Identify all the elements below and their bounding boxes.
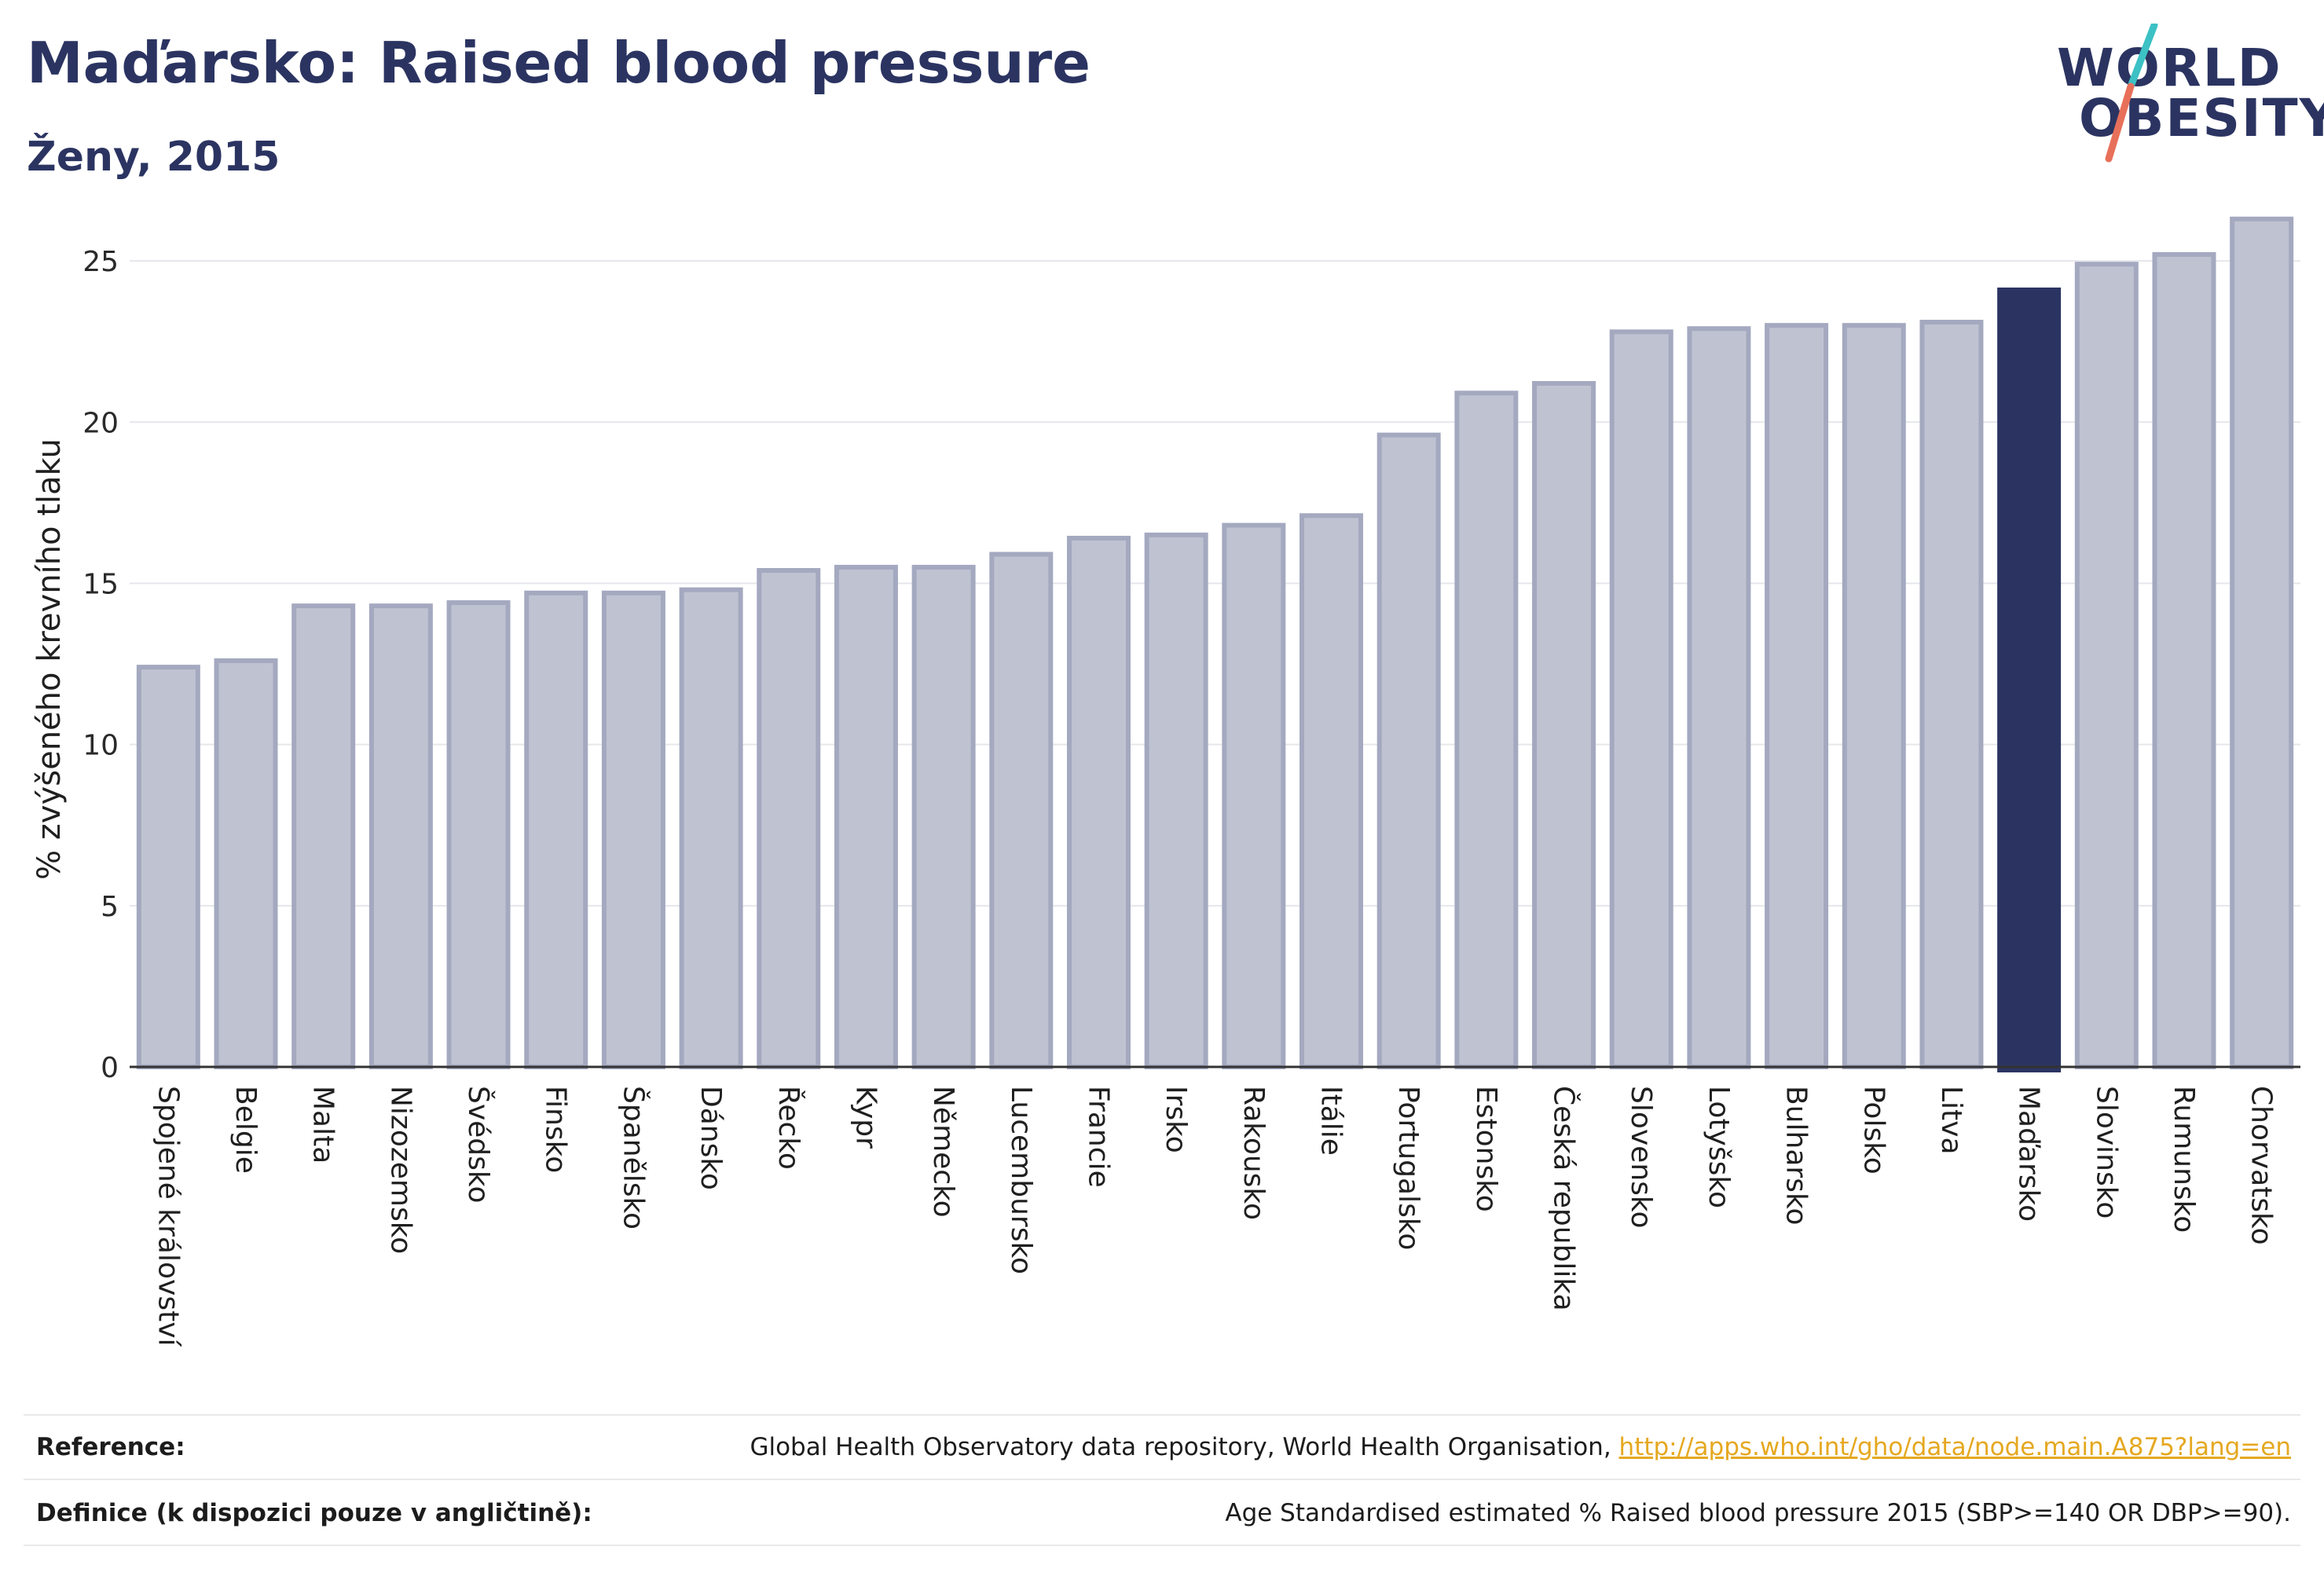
bar <box>679 587 743 1069</box>
x-category-label: Rakousko <box>1237 1086 1270 1220</box>
bar <box>446 600 511 1069</box>
x-category-label: Itálie <box>1315 1086 1347 1156</box>
bar <box>1222 522 1286 1070</box>
definition-text: Age Standardised estimated % Raised bloo… <box>1225 1499 2291 1527</box>
reference-source: Global Health Observatory data repositor… <box>750 1433 2291 1461</box>
bar <box>1376 432 1441 1069</box>
bar-chart: 0 5 10 15 20 25 Spojené království Belgie Malta… <box>31 216 2300 1347</box>
bar <box>834 564 898 1070</box>
x-category-label: Polsko <box>1857 1086 1890 1175</box>
bar <box>1066 535 1131 1069</box>
y-tick-label: 15 <box>82 568 119 600</box>
x-category-label: Chorvatsko <box>2245 1086 2278 1245</box>
x-category-label: Portugalsko <box>1392 1086 1424 1250</box>
x-category-label: Irsko <box>1160 1086 1192 1153</box>
x-category-label: Nizozemsko <box>384 1086 416 1254</box>
bar <box>2152 251 2216 1069</box>
x-category-label: Belgie <box>229 1086 262 1174</box>
world-obesity-logo: WORLD OBESITY <box>2043 24 2324 165</box>
bar <box>911 564 976 1070</box>
reference-label: Reference: <box>36 1433 185 1461</box>
x-category-label: Dánsko <box>695 1086 727 1190</box>
bar <box>1919 320 1984 1070</box>
reference-text: Global Health Observatory data repositor… <box>750 1433 1619 1461</box>
x-category-label: Francie <box>1082 1086 1114 1188</box>
logo-line-1: WORLD <box>2057 38 2282 98</box>
y-tick-label: 0 <box>101 1052 119 1084</box>
y-tick-label: 5 <box>101 891 119 923</box>
x-category-label: Estonsko <box>1470 1086 1502 1212</box>
chart-title: Maďarsko: Raised blood pressure <box>27 30 1091 96</box>
chart-subtitle: Ženy, 2015 <box>27 134 280 181</box>
x-category-label: Kypr <box>849 1086 882 1149</box>
x-category-label: Malta <box>307 1086 339 1164</box>
bar <box>2230 216 2294 1069</box>
bar <box>1765 323 1829 1070</box>
bar <box>291 603 356 1069</box>
bar <box>214 658 278 1069</box>
y-tick-label: 10 <box>82 730 119 762</box>
bar <box>1532 381 1596 1069</box>
x-category-label: Řecko <box>772 1086 805 1170</box>
bar <box>2074 262 2139 1069</box>
bar <box>136 665 200 1069</box>
footer-divider <box>24 1414 2300 1416</box>
x-category-label: Španělsko <box>617 1086 650 1230</box>
x-category-label: Bulharsko <box>1780 1086 1813 1226</box>
definition-label: Definice (k dispozici pouze v angličtině… <box>36 1499 592 1527</box>
x-category-label: Maďarsko <box>2013 1086 2045 1222</box>
bar-highlighted <box>1997 288 2062 1073</box>
bar <box>757 568 821 1070</box>
bar <box>1842 323 1906 1070</box>
definition-row: Definice (k dispozici pouze v angličtině… <box>36 1490 2291 1537</box>
x-category-label: Česká republika <box>1548 1086 1581 1311</box>
x-category-label: Slovensko <box>1625 1086 1657 1229</box>
x-category-label: Litva <box>1935 1086 1967 1155</box>
bar <box>1609 329 1673 1070</box>
logo-slash-icon <box>2105 24 2158 163</box>
x-category-label: Německo <box>927 1086 959 1218</box>
bar <box>1454 390 1519 1069</box>
bar <box>368 603 433 1069</box>
x-category-label: Slovinsko <box>2090 1086 2122 1219</box>
reference-row: Reference: Global Health Observatory dat… <box>36 1424 2291 1471</box>
y-tick-label: 25 <box>82 246 119 278</box>
bar <box>524 590 588 1069</box>
reference-link[interactable]: http://apps.who.int/gho/data/node.main.A… <box>1618 1433 2291 1461</box>
x-category-label: Lucembursko <box>1005 1086 1037 1274</box>
x-category-label: Švédsko <box>462 1086 495 1204</box>
x-category-label: Lotyšsko <box>1703 1086 1735 1208</box>
x-category-label: Spojené království <box>152 1086 184 1347</box>
y-axis-ticks: 0 5 10 15 20 25 <box>82 246 119 1084</box>
bars <box>136 216 2294 1073</box>
y-tick-label: 20 <box>82 407 119 439</box>
bar <box>1687 326 1751 1070</box>
x-category-label: Finsko <box>540 1086 572 1173</box>
footer-divider <box>24 1479 2300 1480</box>
x-axis-labels: Spojené království Belgie Malta Nizozemsko Š… <box>152 1086 2277 1347</box>
bar <box>989 552 1054 1069</box>
x-category-label: Rumunsko <box>2168 1086 2200 1233</box>
bar <box>1299 513 1364 1069</box>
footer-divider <box>24 1545 2300 1546</box>
y-axis-title: % zvýšeného krevního tlaku <box>31 438 68 880</box>
bar <box>601 590 665 1069</box>
bar <box>1144 532 1208 1069</box>
